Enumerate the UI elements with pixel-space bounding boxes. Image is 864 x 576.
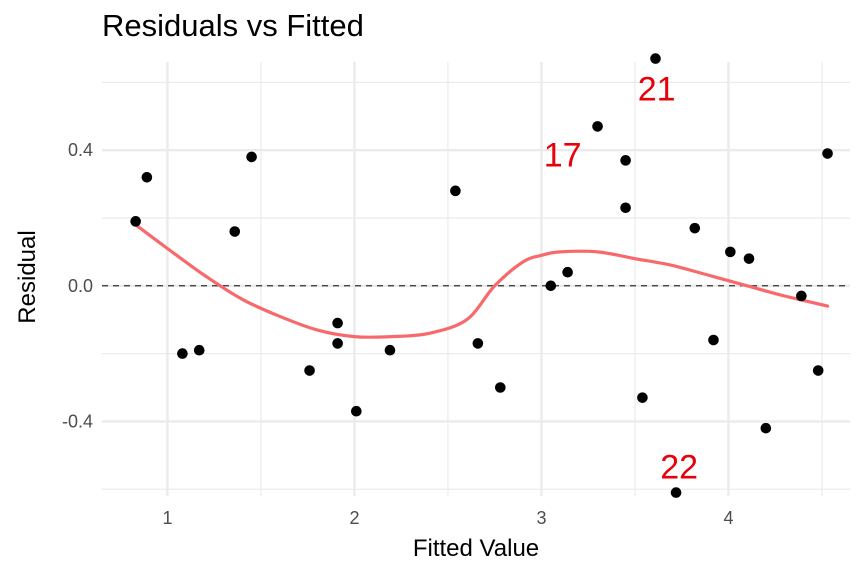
point-label-22: 22	[660, 449, 698, 487]
data-point	[760, 422, 772, 434]
grid-layer	[102, 62, 850, 496]
tick-labels-layer: 1 2 3 4 -0.4 0.0 0.4	[62, 140, 733, 528]
data-point	[708, 334, 719, 346]
data-point	[472, 338, 484, 349]
points-layer	[130, 53, 833, 498]
data-point	[495, 382, 506, 393]
data-point	[450, 185, 461, 197]
x-tick-label: 4	[723, 508, 733, 528]
x-tick-label: 3	[536, 508, 546, 528]
data-point	[246, 151, 257, 163]
data-point	[193, 344, 205, 356]
data-point	[812, 365, 824, 376]
data-point	[130, 216, 141, 227]
data-point	[592, 121, 603, 132]
data-point	[332, 338, 343, 349]
x-tick-label: 2	[349, 508, 359, 528]
smooth-fit-line	[134, 223, 830, 339]
y-tick-label: -0.4	[62, 411, 93, 431]
data-point	[351, 405, 362, 417]
data-point	[141, 171, 153, 183]
data-point	[229, 226, 241, 237]
data-point	[177, 348, 188, 359]
data-point	[796, 290, 807, 302]
data-point	[304, 365, 315, 376]
data-point	[637, 392, 648, 403]
data-point	[689, 222, 701, 234]
data-point	[620, 155, 631, 166]
data-point	[384, 344, 396, 356]
data-point	[725, 246, 736, 258]
data-point	[562, 266, 573, 278]
x-tick-label: 1	[162, 508, 172, 528]
y-tick-label: 0.4	[68, 140, 93, 160]
point-labels-layer: 21 17 22	[544, 71, 698, 487]
chart-title: Residuals vs Fitted	[102, 8, 364, 43]
data-point	[670, 487, 682, 498]
smooth-layer	[134, 223, 830, 339]
data-point	[545, 280, 557, 292]
data-point	[650, 53, 661, 64]
point-label-21: 21	[638, 71, 676, 109]
data-point	[743, 253, 755, 264]
data-point	[620, 202, 631, 214]
y-axis-title: Residual	[14, 230, 41, 323]
data-point	[332, 317, 343, 329]
data-point	[822, 148, 833, 159]
y-tick-label: 0.0	[68, 276, 93, 296]
point-label-17: 17	[544, 136, 582, 174]
x-axis-title: Fitted Value	[413, 535, 539, 562]
